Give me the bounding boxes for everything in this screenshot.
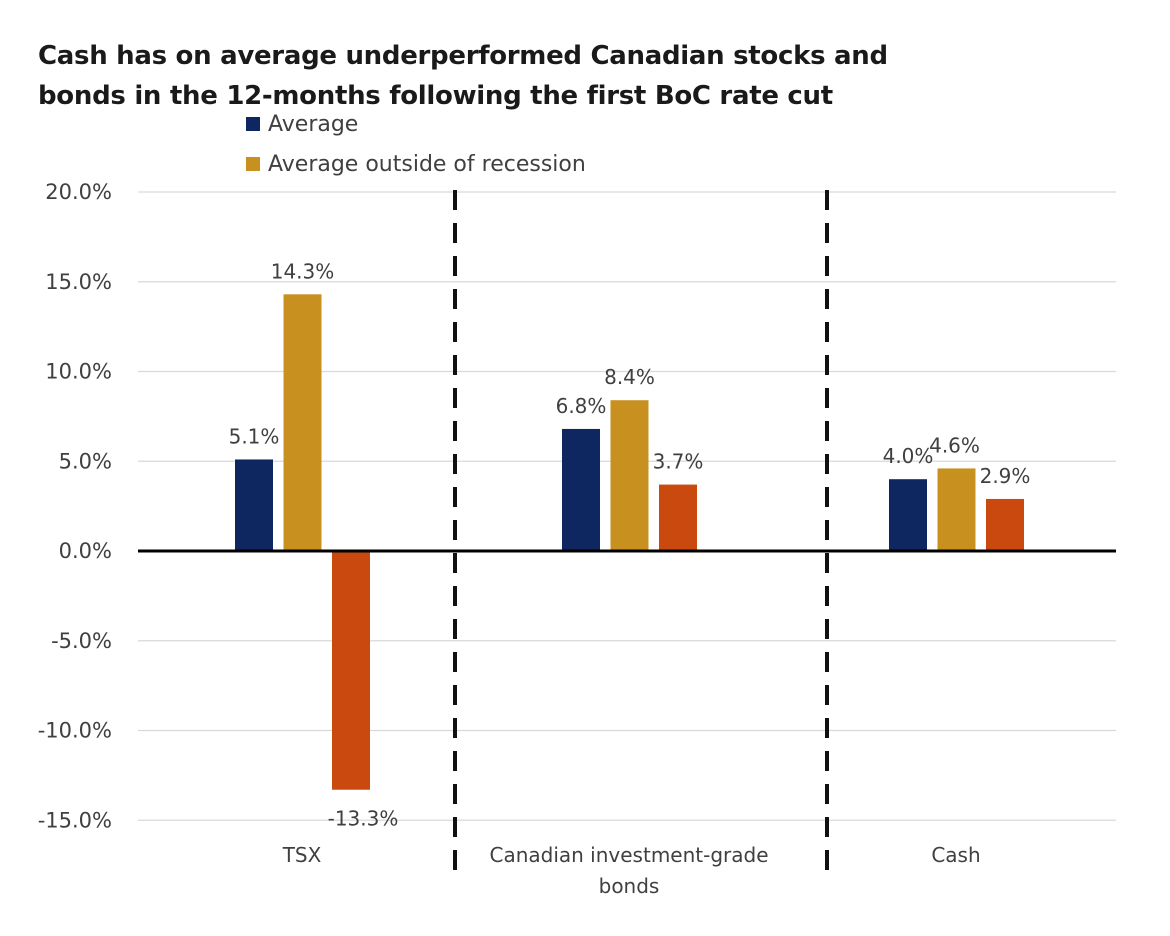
x-category-label: Canadian investment-grade <box>489 843 768 867</box>
y-tick-label: -10.0% <box>38 719 112 743</box>
y-tick-label: -5.0% <box>51 629 112 653</box>
data-labels: 5.1% 6.8% 4.0% 14.3% 8.4% 4.6% -13.3% 3.7% 2.9% <box>229 259 1031 830</box>
data-label: 5.1% <box>229 424 280 448</box>
bar <box>659 484 697 551</box>
legend-swatch-average <box>246 117 260 131</box>
bar <box>562 428 600 551</box>
legend-label-average-outside-recession: Average outside of recession <box>268 151 586 177</box>
data-label: 2.9% <box>980 464 1031 488</box>
bar <box>235 459 273 551</box>
y-tick-label: -15.0% <box>38 808 112 832</box>
category-separators <box>453 190 829 872</box>
bar <box>986 498 1024 551</box>
legend-item-average: Average <box>246 104 586 144</box>
legend: Average Average outside of recession <box>246 104 586 184</box>
data-label: 3.7% <box>653 450 704 474</box>
x-category-label: TSX <box>282 843 322 867</box>
data-label: 8.4% <box>604 365 655 389</box>
bar <box>332 551 370 790</box>
bar <box>610 400 649 551</box>
y-tick-label: 10.0% <box>45 360 112 384</box>
y-axis-tick-labels: 20.0% 15.0% 10.0% 5.0% 0.0% -5.0% -10.0% -15.0% <box>38 180 112 832</box>
y-tick-label: 15.0% <box>45 270 112 294</box>
data-label: 4.0% <box>883 444 934 468</box>
y-tick-label: 0.0% <box>59 539 112 563</box>
legend-item-average-outside-recession: Average outside of recession <box>246 144 586 184</box>
data-label: 14.3% <box>271 259 335 283</box>
x-axis-category-labels: TSX Canadian investment-grade bonds Cash <box>282 843 981 898</box>
chart-title-line-1: Cash has on average underperformed Canad… <box>38 41 888 71</box>
chart-title: Cash has on average underperformed Canad… <box>38 36 938 116</box>
data-label: 6.8% <box>556 394 607 418</box>
bar <box>889 479 927 551</box>
x-category-label: bonds <box>599 874 660 898</box>
y-tick-label: 5.0% <box>59 449 112 473</box>
bar <box>283 294 322 551</box>
legend-swatch-average-outside-recession <box>246 157 260 171</box>
data-label: 4.6% <box>929 433 980 457</box>
chart-title-line-2: bonds in the 12-months following the fir… <box>38 81 833 111</box>
bar <box>937 468 976 551</box>
x-category-label: Cash <box>931 843 980 867</box>
bars <box>138 294 1116 790</box>
y-tick-label: 20.0% <box>45 180 112 204</box>
data-label: -13.3% <box>328 807 399 831</box>
legend-label-average: Average <box>268 111 359 137</box>
